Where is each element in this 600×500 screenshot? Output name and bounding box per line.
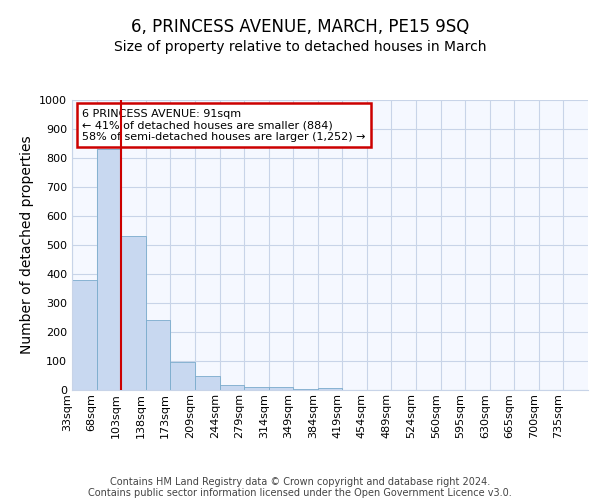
Bar: [146, 320, 170, 390]
Bar: [97, 150, 121, 390]
Text: 6 PRINCESS AVENUE: 91sqm
← 41% of detached houses are smaller (884)
58% of semi-: 6 PRINCESS AVENUE: 91sqm ← 41% of detach…: [82, 108, 366, 142]
Text: 6, PRINCESS AVENUE, MARCH, PE15 9SQ: 6, PRINCESS AVENUE, MARCH, PE15 9SQ: [131, 18, 469, 36]
Bar: [121, 236, 146, 390]
Bar: [244, 386, 269, 390]
Text: Size of property relative to detached houses in March: Size of property relative to detached ho…: [114, 40, 486, 54]
Bar: [220, 385, 244, 390]
Bar: [269, 386, 293, 390]
Bar: [170, 362, 195, 390]
Text: Contains HM Land Registry data © Crown copyright and database right 2024.
Contai: Contains HM Land Registry data © Crown c…: [88, 476, 512, 498]
Bar: [293, 388, 318, 390]
Bar: [195, 376, 220, 390]
Y-axis label: Number of detached properties: Number of detached properties: [20, 136, 34, 354]
Bar: [318, 388, 342, 390]
Bar: [72, 280, 97, 390]
